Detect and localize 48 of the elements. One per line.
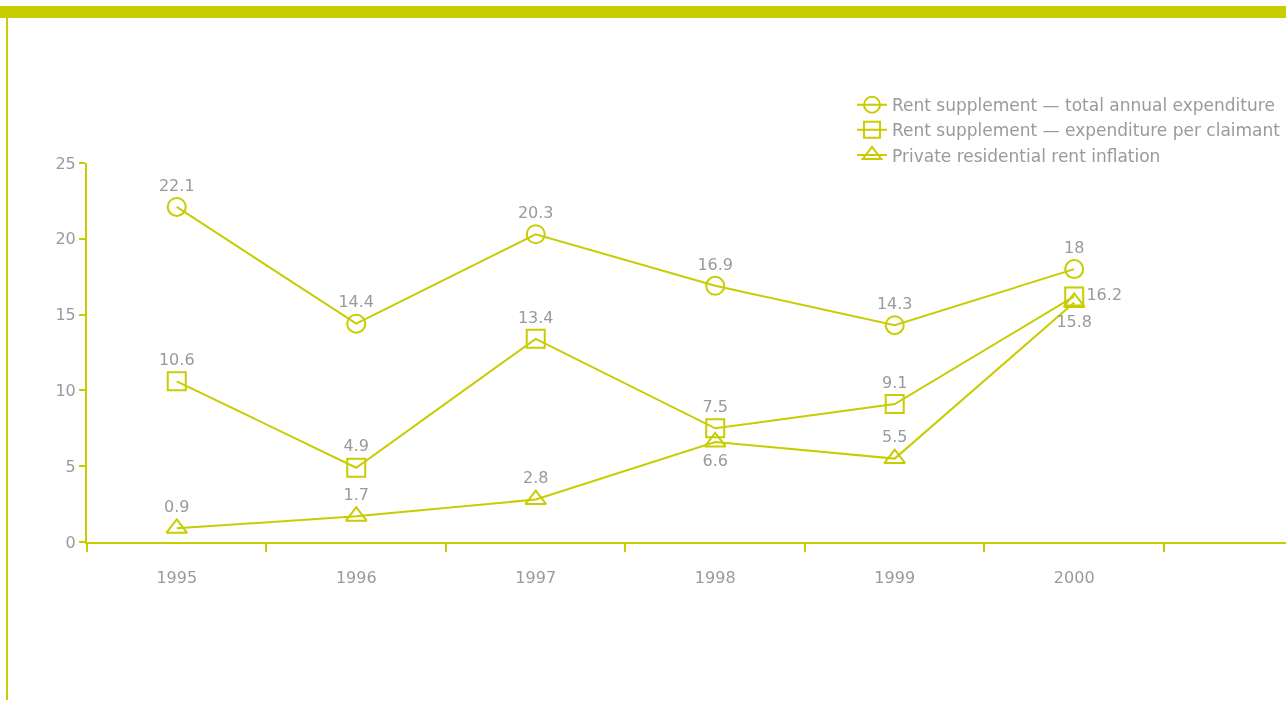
legend-label: Private residential rent inflation [892, 145, 1161, 166]
point [166, 196, 187, 217]
x-tick-label: 1996 [335, 568, 377, 588]
x-tick-label: 1999 [874, 568, 916, 588]
x-tick-label: 2000 [1053, 568, 1095, 588]
data-label: 10.6 [158, 350, 195, 370]
x-tick-label: 1995 [156, 568, 198, 588]
data-label: 20.3 [517, 203, 554, 222]
data-label: 13.4 [517, 307, 554, 327]
point [1064, 259, 1085, 280]
point [705, 418, 726, 439]
point [346, 457, 367, 478]
data-label: 22.1 [158, 175, 195, 195]
data-label: 5.5 [881, 427, 908, 447]
data-label: 2.8 [523, 468, 549, 488]
point [884, 315, 905, 336]
point [703, 431, 727, 448]
point [166, 371, 187, 392]
data-label: 0.9 [164, 497, 190, 517]
point [346, 313, 367, 334]
data-label: 14.4 [338, 292, 375, 312]
point [524, 489, 548, 506]
data-label: 15.8 [1056, 311, 1093, 331]
data-label: 7.5 [702, 397, 728, 417]
x-tick-label: 1997 [515, 568, 557, 588]
data-label: 16.9 [697, 254, 734, 274]
y-tick-label: 20 [55, 229, 76, 249]
data-label: 4.9 [343, 436, 369, 456]
y-tick-label: 0 [65, 532, 76, 552]
data-label: 1.7 [343, 484, 369, 504]
legend-label: Rent supplement — total annual expenditure [892, 95, 1275, 116]
data-label: 16.2 [1086, 285, 1123, 305]
legend-label: Rent supplement — expenditure per claimant [892, 120, 1281, 141]
y-tick-label: 15 [55, 305, 76, 325]
point [705, 275, 726, 296]
data-label: 6.6 [702, 451, 728, 471]
point [1064, 286, 1085, 307]
y-tick-label: 25 [55, 153, 76, 173]
point [525, 224, 546, 245]
data-label: 18 [1064, 237, 1085, 257]
point [884, 394, 905, 415]
point [525, 328, 546, 349]
data-label: 9.1 [881, 372, 908, 392]
point [883, 448, 907, 465]
x-tick-label: 1998 [694, 568, 736, 588]
y-tick-label: 10 [55, 381, 76, 400]
data-label: 14.3 [876, 293, 913, 313]
y-tick-label: 5 [65, 456, 76, 476]
